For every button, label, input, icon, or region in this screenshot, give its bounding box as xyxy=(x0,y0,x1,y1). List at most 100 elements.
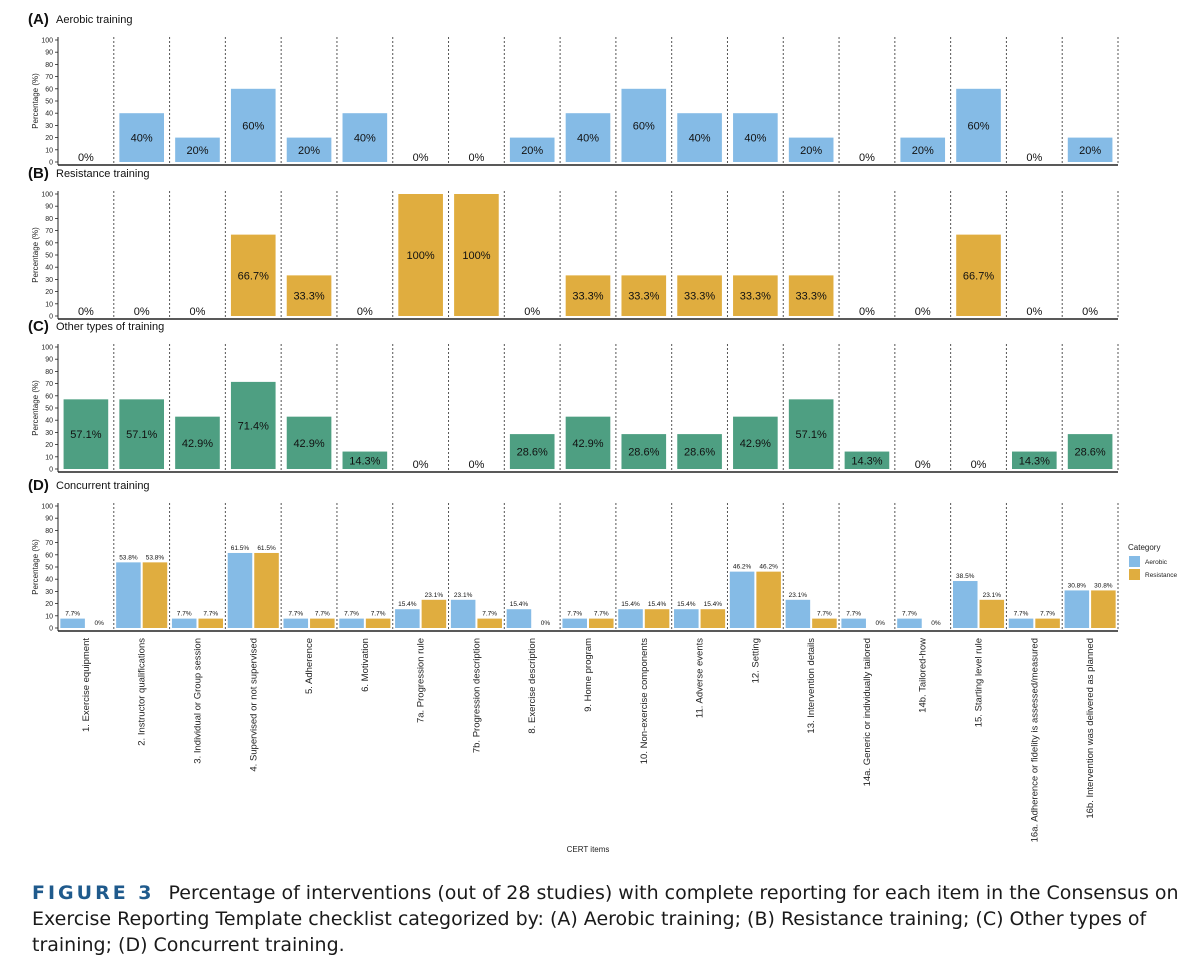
bar-value-label: 57.1% xyxy=(126,429,157,441)
y-tick-label: 50 xyxy=(45,253,53,260)
y-tick-label: 50 xyxy=(45,99,53,106)
x-tick-label: 16b. Intervention was delivered as plann… xyxy=(1085,638,1096,819)
bar-aerobic xyxy=(621,88,667,162)
bar-value-label: 0% xyxy=(524,306,540,318)
bar-aerobic xyxy=(171,618,197,628)
bar-value-label: 7.7% xyxy=(371,611,386,618)
bar-value-label: 15.4% xyxy=(510,601,529,608)
bar-value-label: 33.3% xyxy=(293,291,324,303)
bar-value-label: 0% xyxy=(1082,306,1098,318)
bar-resistance xyxy=(979,599,1005,628)
bar-other xyxy=(844,451,890,469)
bar-other xyxy=(788,399,834,469)
bar-value-label: 60% xyxy=(968,120,990,132)
bar-value-label: 7.7% xyxy=(817,611,832,618)
bar-value-label: 33.3% xyxy=(572,291,603,303)
x-tick-label: 5. Adherence xyxy=(304,638,315,694)
bar-aerobic xyxy=(1067,137,1113,162)
bar-resistance xyxy=(198,618,224,628)
y-tick-label: 60 xyxy=(45,240,53,247)
bar-value-label: 40% xyxy=(577,133,599,145)
y-tick-label: 10 xyxy=(45,613,53,620)
bar-aerobic xyxy=(230,88,276,162)
bar-aerobic xyxy=(227,552,253,628)
bar-aerobic xyxy=(342,113,388,162)
bar-value-label: 0% xyxy=(915,459,931,471)
bar-value-label: 7.7% xyxy=(482,611,497,618)
bar-resistance xyxy=(677,275,722,316)
bar-value-label: 0% xyxy=(1026,152,1042,164)
bar-value-label: 14.3% xyxy=(1019,455,1050,467)
bar-value-label: 0% xyxy=(859,152,875,164)
bar-aerobic xyxy=(900,137,946,162)
bar-value-label: 42.9% xyxy=(572,438,603,450)
y-tick-label: 20 xyxy=(45,442,53,449)
legend-swatch-aerobic xyxy=(1129,556,1140,567)
bar-resistance xyxy=(1035,618,1060,628)
y-tick-label: 100 xyxy=(41,504,53,511)
bar-resistance xyxy=(756,571,781,628)
bar-resistance xyxy=(254,552,279,628)
y-tick-label: 30 xyxy=(45,123,53,130)
bar-aerobic xyxy=(119,113,164,162)
bar-resistance xyxy=(310,618,335,628)
y-tick-label: 100 xyxy=(41,345,53,352)
x-tick-label: 2. Instructor qualifications xyxy=(137,638,148,746)
bar-aerobic xyxy=(450,599,476,628)
legend-label: Aerobic xyxy=(1145,559,1168,566)
bar-value-label: 33.3% xyxy=(628,291,659,303)
bar-aerobic xyxy=(60,618,85,628)
bar-resistance xyxy=(286,275,332,316)
bar-value-label: 15.4% xyxy=(677,601,696,608)
bar-value-label: 7.7% xyxy=(1014,611,1029,618)
bar-aerobic xyxy=(339,618,364,628)
bar-aerobic xyxy=(1008,618,1034,628)
bar-value-label: 61.5% xyxy=(231,545,250,552)
bar-value-label: 0% xyxy=(190,306,206,318)
bar-other xyxy=(175,416,220,469)
y-tick-label: 30 xyxy=(45,589,53,596)
bar-aerobic xyxy=(677,113,722,162)
bar-value-label: 7.7% xyxy=(177,611,192,618)
bar-value-label: 61.5% xyxy=(257,545,276,552)
panel-title: Resistance training xyxy=(56,168,150,180)
bar-value-label: 7.7% xyxy=(203,611,218,618)
y-tick-label: 70 xyxy=(45,228,53,235)
y-tick-label: 0 xyxy=(49,160,53,167)
bar-aerobic xyxy=(395,609,420,628)
bar-value-label: 0% xyxy=(541,620,551,627)
y-tick-label: 90 xyxy=(45,204,53,211)
bar-value-label: 0% xyxy=(468,152,484,164)
bar-value-label: 7.7% xyxy=(1040,611,1055,618)
panel-title: Other types of training xyxy=(56,321,164,333)
bar-aerobic xyxy=(283,618,309,628)
bar-value-label: 0% xyxy=(94,620,104,627)
y-tick-label: 80 xyxy=(45,216,53,223)
x-tick-label: 1. Exercise equipment xyxy=(81,638,92,732)
bar-value-label: 46.2% xyxy=(759,564,778,571)
y-tick-label: 90 xyxy=(45,516,53,523)
y-tick-label: 0 xyxy=(49,626,53,633)
bar-resistance xyxy=(142,562,168,628)
bar-resistance xyxy=(454,194,499,316)
bar-aerobic xyxy=(729,571,755,628)
bar-resistance xyxy=(956,234,1001,316)
bar-resistance xyxy=(398,194,443,316)
bar-value-label: 46.2% xyxy=(733,564,752,571)
bar-aerobic xyxy=(788,137,834,162)
bar-value-label: 30.8% xyxy=(1068,582,1087,589)
bar-value-label: 33.3% xyxy=(796,291,827,303)
bar-value-label: 20% xyxy=(186,145,208,157)
bar-resistance xyxy=(1091,590,1116,628)
y-tick-label: 60 xyxy=(45,393,53,400)
y-tick-label: 50 xyxy=(45,565,53,572)
bar-value-label: 0% xyxy=(971,459,987,471)
y-tick-label: 90 xyxy=(45,357,53,364)
y-tick-label: 0 xyxy=(49,314,53,321)
y-tick-label: 80 xyxy=(45,528,53,535)
bar-aerobic xyxy=(841,618,866,628)
bar-value-label: 40% xyxy=(354,133,376,145)
bar-value-label: 0% xyxy=(134,306,150,318)
y-tick-label: 40 xyxy=(45,418,53,425)
bar-value-label: 28.6% xyxy=(517,447,548,459)
